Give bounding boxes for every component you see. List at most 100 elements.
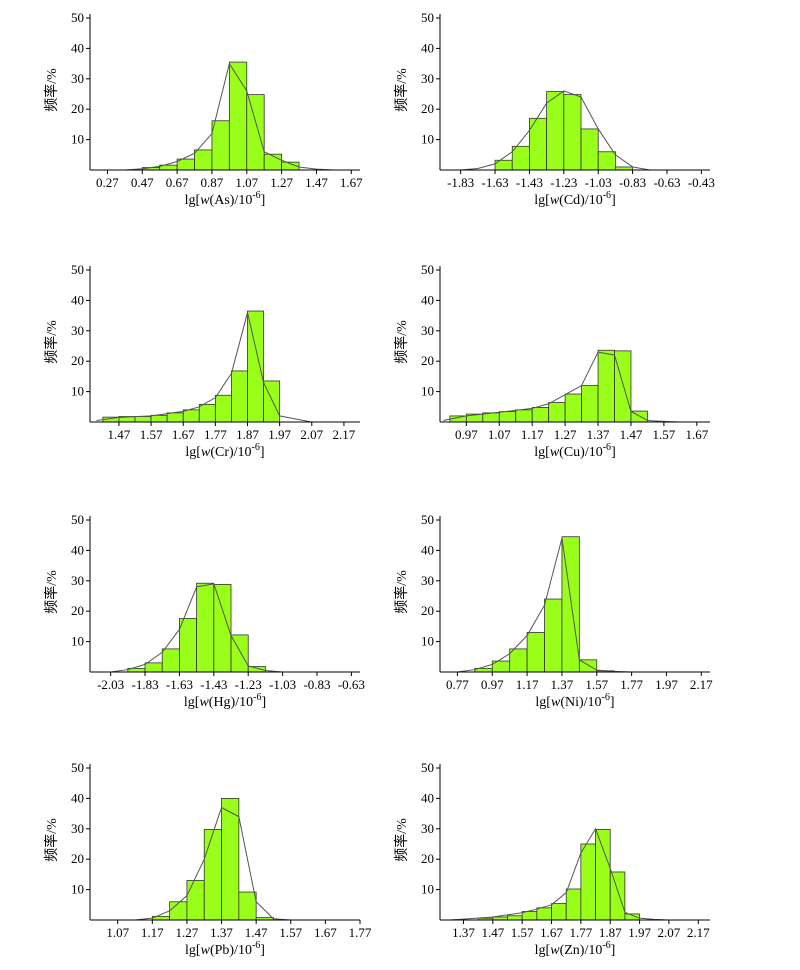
y-tick-label: 50 [71, 262, 84, 277]
y-tick-label: 30 [421, 323, 434, 338]
x-tick-label: 1.67 [340, 175, 363, 190]
x-tick-label: 2.17 [687, 925, 710, 940]
histogram-svg: 10 20 30 40 50 1.37 1.47 1.57 1.67 1.77 1.87 1.97 2.… [393, 760, 710, 958]
histogram-svg: 10 20 30 40 50 1.07 1.17 1.27 1.37 1.47 1.57 1.67 1.… [43, 760, 372, 958]
histogram-svg: 10 20 30 40 50 0.97 1.07 1.17 1.27 1.37 1.47 1.57 1.… [393, 262, 710, 460]
histogram-bar [134, 416, 152, 423]
histogram-bar [564, 393, 582, 423]
histogram-bar [511, 145, 530, 171]
y-tick-label: 40 [71, 542, 84, 557]
x-tick-label: 0.87 [201, 175, 224, 190]
histogram-bar [580, 843, 596, 921]
histogram-bar [614, 350, 632, 423]
x-tick-label: -0.83 [619, 175, 646, 190]
x-tick-label: 1.67 [685, 427, 708, 442]
histogram-bar [509, 648, 528, 673]
histogram-bar [214, 394, 232, 423]
y-tick-label: 10 [71, 384, 84, 399]
y-tick-label: 20 [71, 851, 84, 866]
y-tick-label: 10 [71, 132, 84, 147]
y-tick-label: 50 [71, 10, 84, 25]
x-tick-label: -2.03 [97, 677, 124, 692]
histogram-bar [247, 666, 266, 673]
y-tick-label: 40 [421, 292, 434, 307]
x-tick-label: 2.17 [333, 427, 356, 442]
x-tick-label: 0.77 [446, 677, 469, 692]
x-tick-label: 2.07 [658, 925, 681, 940]
frequency-polygon-line [124, 62, 334, 171]
y-tick-label: 40 [421, 790, 434, 805]
x-tick-label: 0.27 [96, 175, 119, 190]
x-tick-label: 2.07 [300, 427, 323, 442]
y-tick-label: 20 [421, 851, 434, 866]
y-tick-label: 20 [421, 603, 434, 618]
x-tick-label: 1.67 [540, 925, 563, 940]
x-tick-label: 1.77 [620, 677, 643, 692]
x-tick-label: 1.57 [511, 925, 534, 940]
histogram-svg: 10 20 30 40 50 1.47 1.57 1.67 1.77 1.87 1.97 2.07 2.… [43, 262, 360, 460]
x-tick-label: -1.43 [200, 677, 227, 692]
x-tick-label: 1.57 [279, 925, 302, 940]
y-tick-label: 10 [421, 882, 434, 897]
x-tick-label: 1.17 [521, 427, 544, 442]
x-tick-label: 1.37 [210, 925, 233, 940]
histogram-bar [536, 907, 552, 921]
histogram-bar [531, 407, 550, 423]
histogram-bar [246, 94, 265, 171]
histogram-panel: 10 20 30 40 50 0.27 0.47 0.67 0.87 1.07 1.27 1.47 1.… [30, 0, 390, 210]
frequency-polygon-line [457, 538, 632, 673]
histogram-panel: 10 20 30 40 50 0.77 0.97 1.17 1.37 1.57 1.77 1.97 2.… [380, 502, 740, 712]
histogram-bar [595, 829, 611, 921]
histogram-bar [182, 409, 200, 423]
histogram-bar [221, 798, 240, 921]
histogram-bar [597, 151, 616, 171]
x-tick-label: 1.57 [140, 427, 163, 442]
y-tick-label: 30 [71, 821, 84, 836]
x-tick-label: 1.17 [516, 677, 539, 692]
x-axis-label: lg[w(Cu)/10-6] [534, 442, 615, 460]
y-tick-label: 20 [71, 603, 84, 618]
histogram-panel: 10 20 30 40 50 -2.03 -1.83 -1.63 -1.43 -1.23 -1.03… [30, 502, 390, 712]
x-tick-label: 1.77 [349, 925, 372, 940]
x-tick-label: -1.03 [269, 677, 296, 692]
x-tick-label: 1.97 [655, 677, 678, 692]
x-tick-label: 1.27 [554, 427, 577, 442]
histogram-svg: 10 20 30 40 50 -2.03 -1.83 -1.63 -1.43 -1.23 -1.03… [43, 512, 365, 710]
x-axis-label: lg[w(Pb)/10-6] [185, 940, 265, 958]
histogram-bar [609, 871, 626, 921]
y-tick-label: 10 [421, 634, 434, 649]
x-tick-label: 1.87 [236, 427, 259, 442]
x-tick-label: -0.63 [653, 175, 680, 190]
histogram-svg: 10 20 30 40 50 0.27 0.47 0.67 0.87 1.07 1.27 1.47 1.… [43, 10, 363, 208]
y-axis-label: 频率/% [43, 818, 60, 862]
x-tick-label: 1.27 [176, 925, 199, 940]
histogram-bar [211, 120, 230, 171]
y-axis-label: 频率/% [393, 818, 410, 862]
frequency-polygon-line [448, 827, 669, 921]
x-tick-label: 1.47 [481, 925, 504, 940]
histogram-bar [546, 91, 565, 171]
y-tick-label: 40 [71, 790, 84, 805]
y-axis-label: 频率/% [43, 320, 60, 364]
histogram-bar [186, 880, 205, 921]
x-tick-label: 1.77 [204, 427, 227, 442]
x-tick-label: -1.23 [550, 175, 577, 190]
x-tick-label: -0.63 [338, 677, 365, 692]
y-tick-label: 20 [71, 353, 84, 368]
x-tick-label: 0.97 [481, 677, 504, 692]
x-tick-label: -1.63 [166, 677, 193, 692]
histogram-bar [548, 402, 566, 423]
histogram-bar [161, 648, 180, 673]
histogram-panel: 10 20 30 40 50 0.97 1.07 1.17 1.27 1.37 1.47 1.57 1.… [380, 252, 740, 462]
histogram-bar [231, 370, 248, 423]
x-tick-label: 0.67 [166, 175, 189, 190]
histogram-bar [166, 412, 184, 423]
y-tick-label: 30 [421, 573, 434, 588]
x-tick-label: 1.47 [620, 427, 643, 442]
y-tick-label: 20 [421, 353, 434, 368]
x-tick-label: -1.03 [585, 175, 612, 190]
y-axis-label: 频率/% [43, 68, 60, 112]
frequency-polygon-line [443, 351, 681, 423]
histogram-bar [515, 409, 533, 423]
